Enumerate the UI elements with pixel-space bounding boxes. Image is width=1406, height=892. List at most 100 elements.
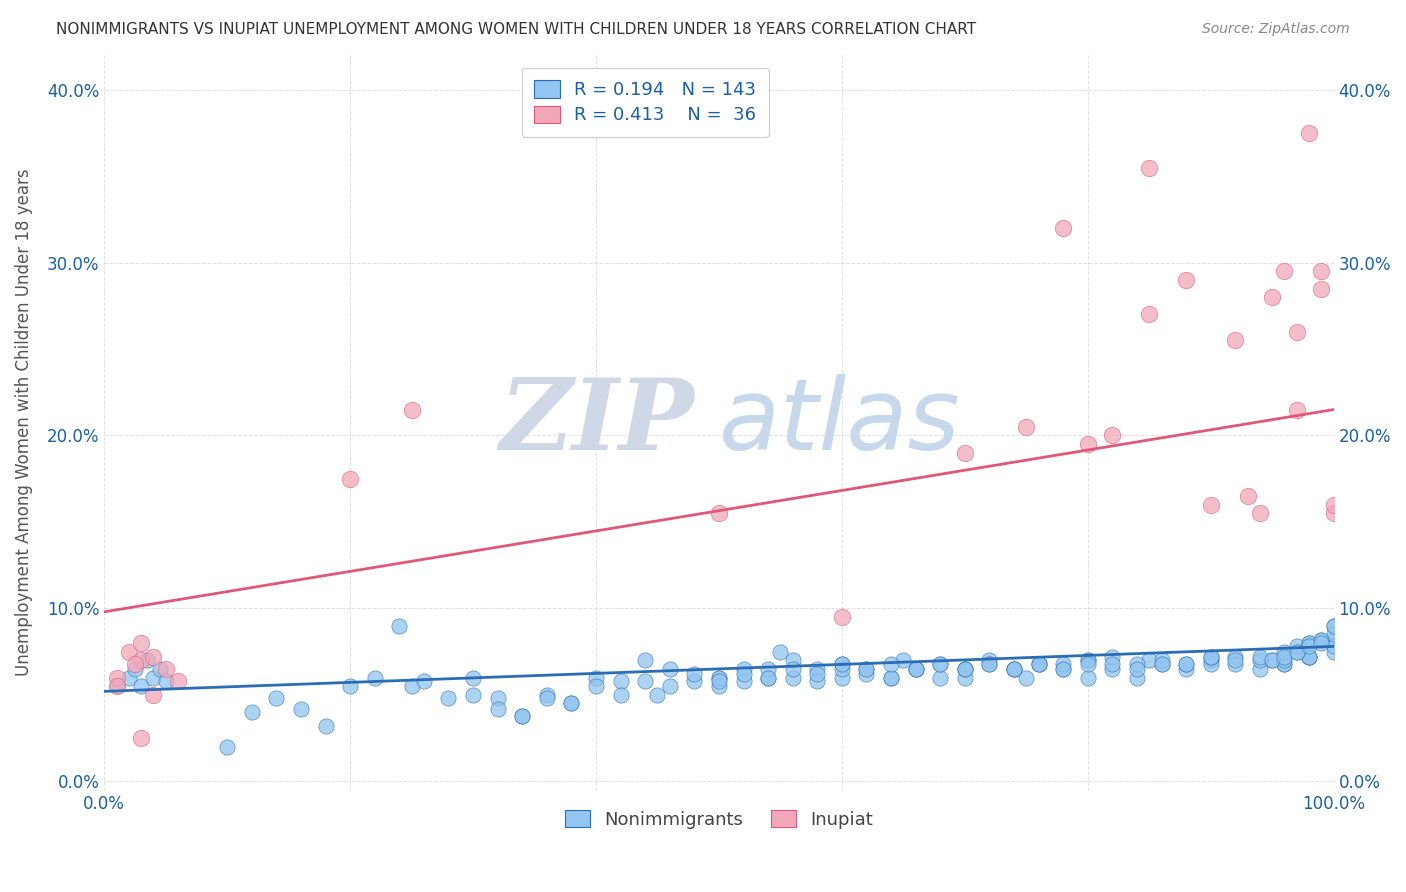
Point (707, 671, 730, 685)
Point (1052, 662, 1074, 676)
Point (217, 739, 239, 754)
Point (1323, 618, 1346, 632)
Point (1002, 662, 1025, 676)
Point (1274, 649, 1296, 664)
Y-axis label: Unemployment Among Women with Children Under 18 years: Unemployment Among Women with Children U… (15, 169, 32, 676)
Point (1298, 640, 1320, 654)
Point (891, 653, 914, 667)
Point (1137, 653, 1160, 667)
Text: Source: ZipAtlas.com: Source: ZipAtlas.com (1202, 22, 1350, 37)
Point (1225, 649, 1247, 664)
Point (1028, 657, 1050, 671)
Point (1028, 657, 1050, 671)
Point (1077, 653, 1099, 667)
Point (880, 671, 903, 685)
Point (880, 657, 903, 671)
Point (1015, 420, 1038, 434)
Point (401, 679, 423, 693)
Point (1002, 662, 1025, 676)
Point (118, 671, 141, 685)
Point (733, 673, 755, 688)
Point (1249, 662, 1271, 676)
Point (1199, 649, 1222, 664)
Point (1150, 657, 1173, 671)
Point (155, 673, 177, 688)
Point (1298, 649, 1320, 664)
Point (461, 671, 484, 685)
Point (929, 657, 952, 671)
Point (831, 657, 853, 671)
Point (1274, 657, 1296, 671)
Point (609, 688, 631, 702)
Point (953, 662, 976, 676)
Point (806, 662, 828, 676)
Point (1285, 640, 1308, 654)
Point (979, 653, 1001, 667)
Point (1310, 264, 1333, 278)
Point (1101, 657, 1123, 671)
Point (1298, 649, 1320, 664)
Point (1225, 657, 1247, 671)
Text: ZIP: ZIP (499, 375, 695, 471)
Point (880, 671, 903, 685)
Point (560, 697, 582, 711)
Point (831, 610, 853, 624)
Point (536, 691, 558, 706)
Point (148, 662, 170, 676)
Point (1225, 334, 1247, 348)
Point (855, 662, 877, 676)
Point (1274, 264, 1296, 278)
Point (1199, 649, 1222, 664)
Point (979, 657, 1001, 671)
Point (486, 701, 509, 715)
Point (929, 657, 952, 671)
Point (1101, 662, 1123, 676)
Point (129, 636, 152, 650)
Point (1101, 428, 1123, 442)
Point (124, 662, 146, 676)
Point (437, 691, 460, 706)
Point (1077, 657, 1099, 671)
Point (1175, 657, 1198, 671)
Point (1285, 644, 1308, 658)
Point (1323, 618, 1346, 632)
Point (929, 671, 952, 685)
Point (658, 662, 681, 676)
Point (401, 402, 423, 417)
Point (953, 662, 976, 676)
Point (1052, 221, 1074, 235)
Text: atlas: atlas (718, 374, 960, 471)
Point (1077, 437, 1099, 451)
Point (904, 662, 927, 676)
Point (733, 667, 755, 681)
Point (1323, 498, 1346, 512)
Point (647, 688, 669, 702)
Point (536, 688, 558, 702)
Point (1175, 657, 1198, 671)
Point (1310, 632, 1333, 647)
Point (1310, 281, 1333, 295)
Point (904, 662, 927, 676)
Point (560, 697, 582, 711)
Point (388, 618, 411, 632)
Point (1137, 308, 1160, 322)
Point (1249, 506, 1271, 520)
Point (1199, 498, 1222, 512)
Point (806, 673, 828, 688)
Point (1249, 653, 1271, 667)
Point (831, 657, 853, 671)
Point (1298, 636, 1320, 650)
Point (136, 653, 159, 667)
Point (1077, 653, 1099, 667)
Point (105, 671, 128, 685)
Point (782, 671, 804, 685)
Point (1126, 671, 1149, 685)
Point (707, 673, 730, 688)
Point (733, 662, 755, 676)
Point (1274, 657, 1296, 671)
Point (585, 679, 607, 693)
Point (129, 653, 152, 667)
Point (658, 679, 681, 693)
Point (339, 472, 361, 486)
Point (240, 705, 263, 719)
